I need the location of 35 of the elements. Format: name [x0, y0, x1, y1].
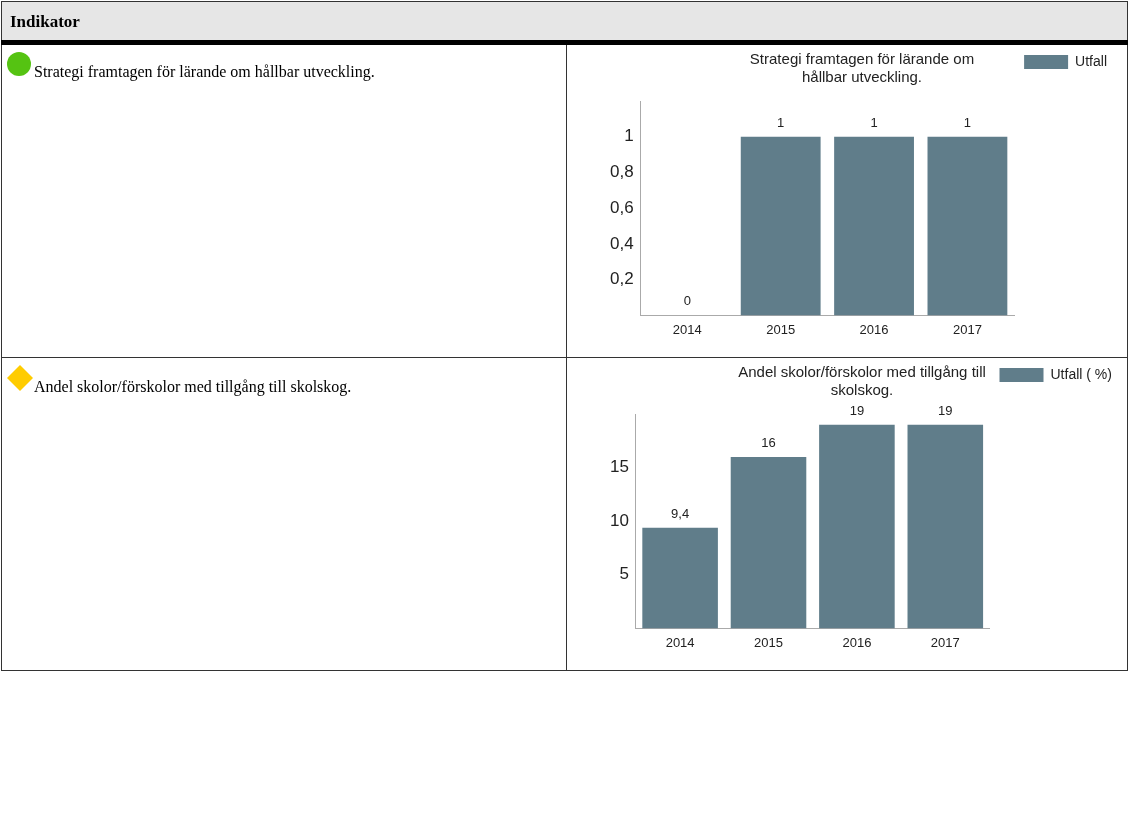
data-label: 19: [849, 402, 865, 418]
y-tick-label: 1: [624, 126, 634, 146]
text: Andel skolor/förskolor med tillgång till skolskog.: [34, 378, 353, 396]
chart-title: Andel skolor/förskolor med tillgång till skolskog.: [738, 363, 986, 399]
data-label: 0: [683, 293, 691, 309]
bar: [730, 456, 807, 629]
x-tick-label: 2014: [665, 634, 695, 650]
x-tick-label: 2015: [754, 634, 783, 650]
x-tick-label: 2016: [859, 321, 889, 337]
data-label: 16: [761, 434, 776, 450]
text: Strategi framtagen för lärande om hållbar utveckling.: [34, 63, 376, 81]
legend-label: Utfall: [1075, 52, 1108, 69]
bar: [819, 424, 895, 629]
y-tick-label: 15: [609, 457, 629, 477]
data-label: 19: [938, 402, 953, 418]
data-label: 9,4: [671, 505, 690, 521]
y-tick-label: 0,8: [609, 162, 634, 182]
data-label: 1: [870, 114, 878, 130]
legend-label: Utfall ( %): [1050, 365, 1112, 382]
x-tick-label: 2015: [766, 321, 796, 337]
bar: [642, 527, 718, 629]
y-tick-label: 0,2: [609, 269, 634, 289]
chart-title: Strategi framtagen för lärande om hållbar utveckling.: [749, 50, 975, 86]
data-label: 1: [777, 114, 785, 130]
y-tick-label: 0,4: [609, 233, 634, 253]
x-tick-label: 2014: [672, 321, 702, 337]
y-tick-label: 5: [619, 564, 629, 584]
x-tick-label: 2016: [842, 634, 872, 650]
y-tick-label: 10: [609, 510, 629, 530]
y-tick-label: 0,6: [609, 197, 634, 217]
bar: [907, 424, 984, 629]
x-tick-label: 2017: [952, 321, 982, 337]
text: Indikator: [1, 1, 1128, 43]
data-label: 1: [963, 114, 972, 130]
x-tick-label: 2017: [930, 634, 960, 650]
